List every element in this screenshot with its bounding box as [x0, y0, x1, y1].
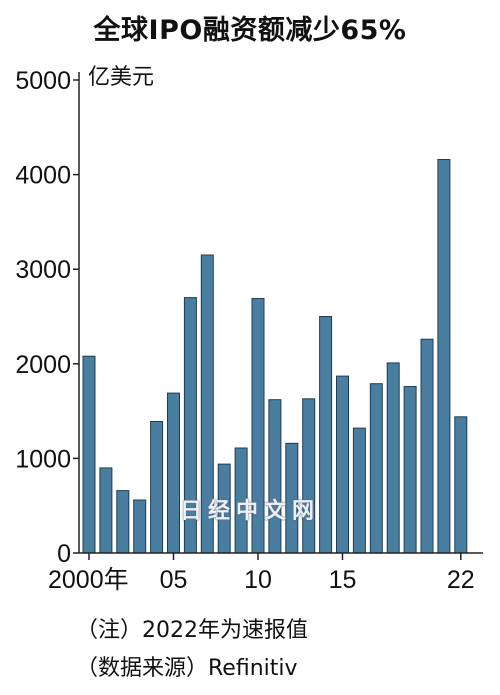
axis-group: 0 1000 2000 3000 4000 5000 2000年 05 10 15 22: [15, 67, 483, 594]
x-tick-label-22: 22: [447, 566, 475, 594]
bar-2014: [319, 316, 333, 554]
bar-2004: [150, 421, 164, 554]
y-tick-label-2000: 2000: [15, 351, 71, 379]
bar-2022: [454, 416, 468, 554]
chart-title: 全球IPO融资额减少65%: [93, 15, 407, 46]
x-tick-label-10: 10: [244, 566, 272, 594]
x-tick-label-05: 05: [160, 566, 188, 594]
footnote-note: （注）2022年为速报值: [76, 618, 308, 643]
watermark: 日经中文网: [180, 499, 321, 524]
bar-2020: [420, 338, 434, 554]
bar-2017: [369, 383, 383, 554]
y-tick-label-0: 0: [57, 540, 71, 568]
x-tick-label-15: 15: [329, 566, 357, 594]
y-tick-label-5000: 5000: [15, 67, 71, 95]
bar-2001: [99, 467, 113, 554]
bar-2019: [403, 386, 417, 554]
bar-2018: [386, 362, 400, 554]
bar-2013: [302, 398, 316, 554]
bar-2002: [116, 490, 130, 554]
bar-2003: [133, 499, 147, 554]
bar-2005: [167, 392, 180, 554]
footnote-source: （数据来源）Refinitiv: [76, 656, 298, 681]
x-tick-label-2000年: 2000年: [48, 566, 129, 594]
bar-2016: [352, 427, 366, 554]
y-tick-label-1000: 1000: [15, 445, 71, 473]
bar-2000: [82, 355, 96, 554]
y-tick-label-3000: 3000: [15, 256, 71, 284]
bar-2021: [437, 159, 451, 554]
bar-2015: [336, 375, 349, 554]
y-tick-label-4000: 4000: [15, 162, 71, 190]
bar-2011: [268, 399, 282, 554]
y-unit-label: 亿美元: [88, 65, 154, 90]
